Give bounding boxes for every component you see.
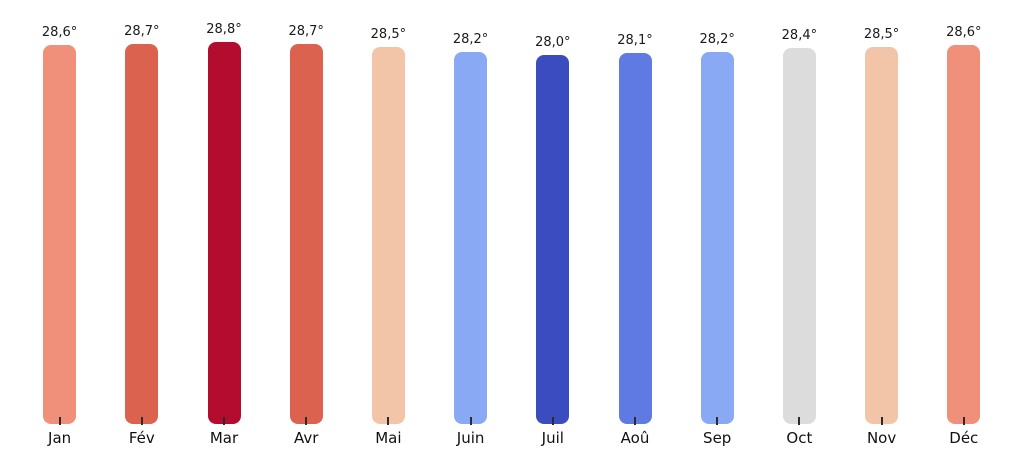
bar-value-label: 28,7° bbox=[288, 24, 324, 39]
month-label: Oct bbox=[786, 429, 813, 447]
bar-value-label: 28,6° bbox=[41, 25, 78, 40]
x-axis-tick bbox=[58, 417, 61, 425]
temperature-bar bbox=[947, 45, 981, 424]
x-axis-tick bbox=[962, 417, 965, 425]
month-label: Nov bbox=[866, 429, 897, 447]
month-label: Sep bbox=[703, 429, 732, 447]
x-axis-tick bbox=[305, 417, 308, 425]
temperature-bar bbox=[207, 42, 241, 424]
x-axis-tick bbox=[880, 417, 883, 425]
x-axis-tick bbox=[634, 417, 636, 425]
x-axis-tick bbox=[716, 417, 719, 425]
bar-value-label: 28,1° bbox=[617, 33, 653, 48]
x-axis-tick bbox=[140, 417, 143, 425]
month-label: Avr bbox=[293, 429, 319, 447]
month-label: Fév bbox=[128, 429, 155, 447]
bar-value-label: 28,5° bbox=[863, 27, 900, 42]
bar-value-label: 28,6° bbox=[946, 25, 982, 40]
bar-value-label: 28,8° bbox=[206, 22, 242, 37]
month-label: Juin bbox=[456, 429, 485, 447]
x-axis-tick bbox=[798, 417, 801, 425]
temperature-bar bbox=[700, 52, 734, 424]
temperature-bar bbox=[618, 53, 652, 424]
bar-value-label: 28,2° bbox=[699, 32, 735, 47]
temperature-bar bbox=[865, 47, 899, 424]
month-label: Jan bbox=[48, 429, 72, 447]
temperature-bar bbox=[536, 55, 570, 424]
x-axis-tick bbox=[469, 417, 472, 425]
bar-value-label: 28,5° bbox=[370, 27, 407, 42]
temperature-bar bbox=[289, 44, 323, 424]
bar-value-label: 28,7° bbox=[124, 24, 160, 39]
month-label: Déc bbox=[949, 429, 979, 447]
bar-value-label: 28,4° bbox=[781, 28, 818, 43]
temperature-bar bbox=[43, 45, 77, 424]
x-axis-tick bbox=[387, 417, 390, 425]
month-label: Juil bbox=[541, 429, 564, 447]
temperature-bar bbox=[371, 47, 405, 424]
temperature-bar bbox=[782, 48, 816, 424]
month-label: Mar bbox=[209, 429, 239, 447]
bar-value-label: 28,0° bbox=[535, 35, 571, 50]
x-axis-tick bbox=[551, 417, 554, 425]
month-label: Mai bbox=[375, 429, 402, 447]
temperature-bar bbox=[125, 44, 159, 424]
x-axis-tick bbox=[223, 417, 225, 425]
month-label: Aoû bbox=[620, 429, 650, 447]
bar-value-label: 28,2° bbox=[452, 32, 489, 47]
temperature-bar bbox=[454, 52, 488, 424]
